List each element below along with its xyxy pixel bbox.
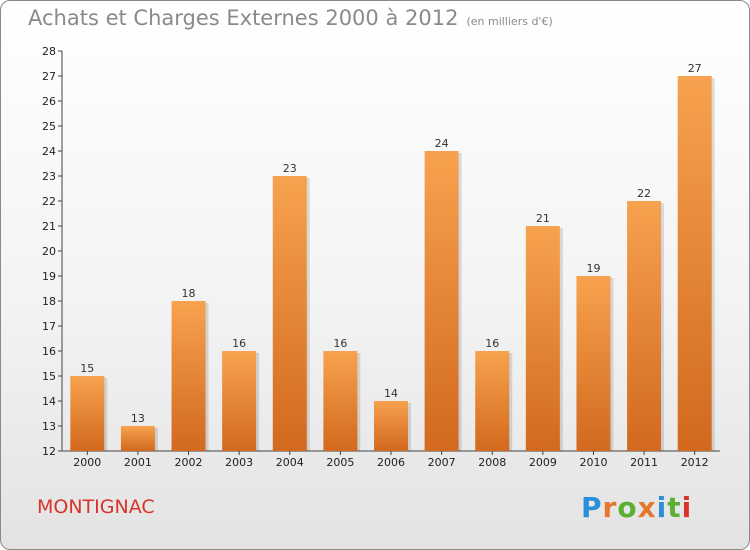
bar [525, 226, 560, 451]
x-tick-label: 2009 [529, 456, 557, 469]
title-text: Achats et Charges Externes 2000 à 2012 [28, 6, 459, 30]
bar [627, 201, 662, 451]
bar-value-label: 14 [384, 387, 398, 400]
commune-name: MONTIGNAC [37, 496, 155, 518]
bar [70, 376, 105, 451]
y-tick-label: 16 [42, 345, 56, 358]
bar-value-label: 15 [80, 362, 94, 375]
logo-letter: P [581, 491, 603, 524]
y-tick-label: 12 [42, 445, 56, 458]
bar-value-label: 22 [637, 187, 651, 200]
bar-value-label: 21 [536, 212, 550, 225]
y-tick-label: 21 [42, 220, 56, 233]
y-tick-label: 13 [42, 420, 56, 433]
logo-letter: i [656, 491, 668, 524]
bar-value-label: 16 [333, 337, 347, 350]
bars: 15 13 18 16 23 16 14 24 16 21 19 22 27 [70, 62, 715, 451]
logo-letter: o [617, 491, 638, 524]
logo-letter: i [681, 491, 693, 524]
bar-value-label: 16 [232, 337, 246, 350]
y-tick-label: 23 [42, 170, 56, 183]
x-tick-label: 2003 [225, 456, 253, 469]
y-tick-label: 15 [42, 370, 56, 383]
bar-value-label: 19 [586, 262, 600, 275]
bar [171, 301, 206, 451]
y-tick-label: 26 [42, 95, 56, 108]
y-tick-label: 20 [42, 245, 56, 258]
chart-subtitle: (en milliers d'€) [466, 15, 553, 28]
x-tick-label: 2011 [630, 456, 658, 469]
x-tick-label: 2008 [478, 456, 506, 469]
bar [677, 76, 712, 451]
y-tick-label: 25 [42, 120, 56, 133]
bar-value-label: 16 [485, 337, 499, 350]
x-tick-label: 2010 [579, 456, 607, 469]
x-tick-label: 2005 [326, 456, 354, 469]
y-tick-label: 28 [42, 45, 56, 58]
y-tick-label: 22 [42, 195, 56, 208]
chart-title: Achats et Charges Externes 2000 à 2012 (e… [28, 6, 553, 30]
y-tick-label: 27 [42, 70, 56, 83]
proxiti-logo: Proxiti [581, 491, 692, 524]
x-tick-label: 2007 [428, 456, 456, 469]
bar [374, 401, 408, 451]
x-tick-label: 2000 [73, 456, 101, 469]
logo-letter: r [602, 491, 618, 524]
x-tick-label: 2001 [124, 456, 152, 469]
y-tick-label: 18 [42, 295, 56, 308]
y-tick-label: 24 [42, 145, 56, 158]
bar [475, 351, 510, 451]
bar [424, 151, 459, 451]
bar-value-label: 23 [283, 162, 297, 175]
x-tick-label: 2002 [175, 456, 203, 469]
logo-letter: t [667, 491, 682, 524]
y-tick-label: 17 [42, 320, 56, 333]
y-tick-label: 14 [42, 395, 56, 408]
bar-value-label: 27 [688, 62, 702, 75]
bar [222, 351, 257, 451]
axes: 12 13 14 15 16 17 18 19 20 21 22 23 24 25 26 27 28 2000 20… [42, 45, 720, 469]
x-tick-label: 2004 [276, 456, 304, 469]
logo-letter: x [637, 491, 657, 524]
x-tick-label: 2006 [377, 456, 405, 469]
bar [272, 176, 307, 451]
bar [323, 351, 358, 451]
bar-value-label: 18 [182, 287, 196, 300]
bar [120, 426, 155, 451]
x-tick-label: 2012 [681, 456, 709, 469]
bar-value-label: 24 [435, 137, 449, 150]
y-tick-label: 19 [42, 270, 56, 283]
bar-value-label: 13 [131, 412, 145, 425]
bar [576, 276, 611, 451]
